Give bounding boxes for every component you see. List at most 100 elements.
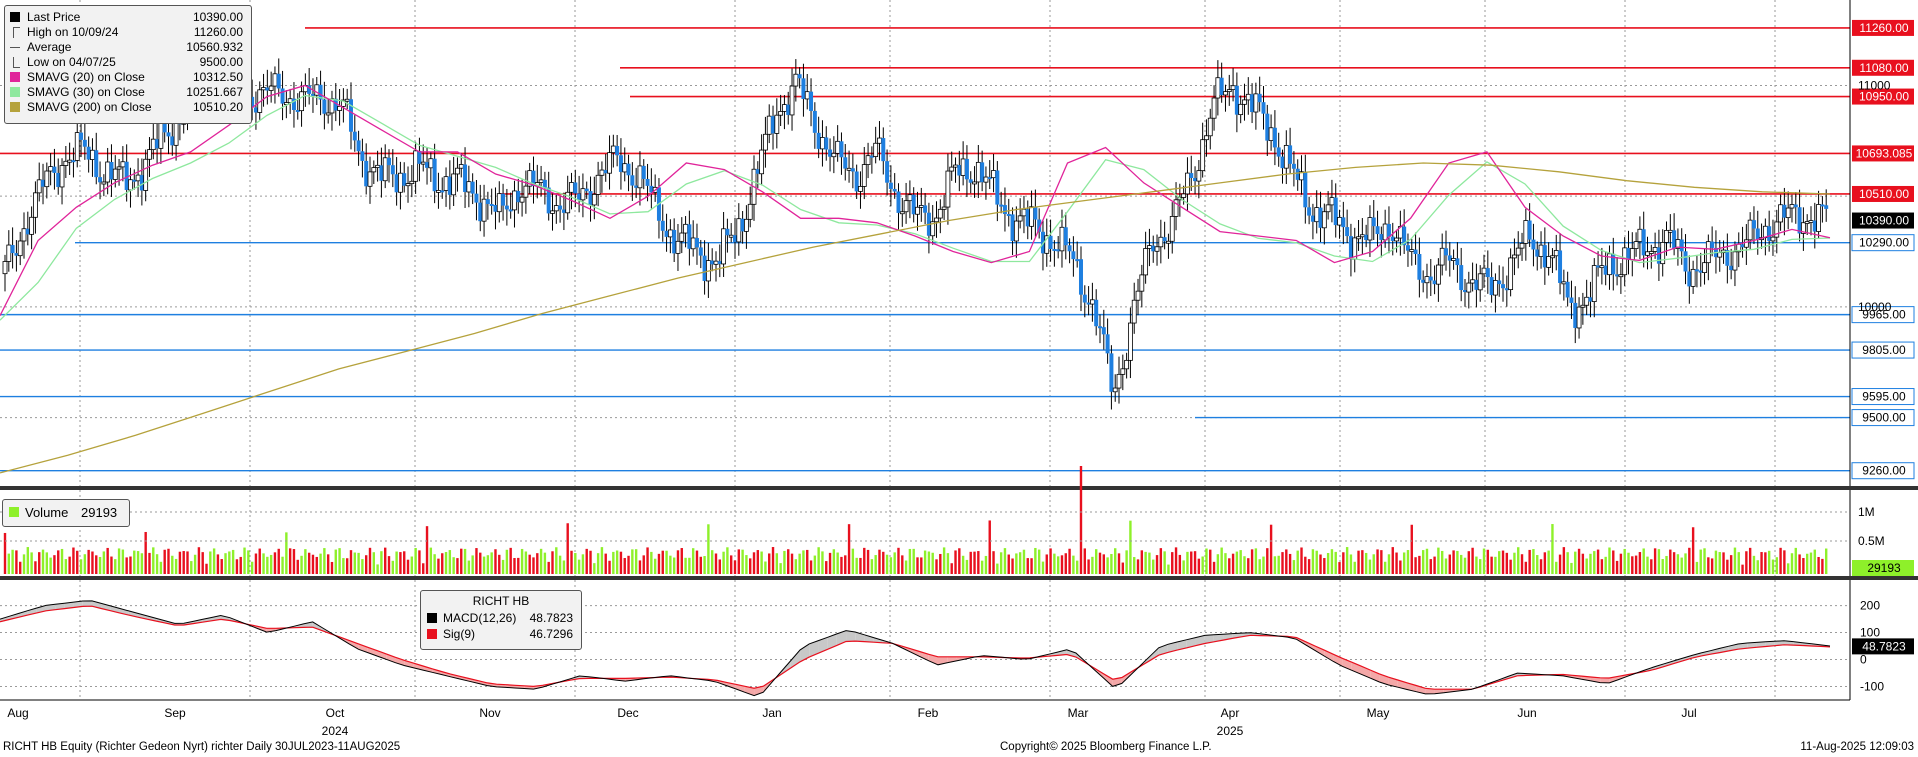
volume-bar-up — [1813, 549, 1816, 574]
volume-bar-up — [319, 553, 322, 574]
volume-bar-down — [403, 551, 406, 574]
volume-bar-down — [1060, 555, 1064, 574]
month-label: Sep — [164, 706, 186, 720]
volume-bar-up — [1555, 561, 1558, 574]
macd-fill — [1600, 677, 1610, 683]
olive-square-icon — [10, 102, 20, 112]
candle-body-up — [340, 99, 346, 107]
candle-body-down — [98, 177, 103, 183]
volume-bar-up — [908, 548, 912, 574]
volume-bar-up — [836, 552, 839, 574]
macd-legend-label: MACD(12,26) — [443, 611, 517, 625]
volume-bar-up — [1406, 550, 1410, 574]
macd-last-tag — [1852, 638, 1914, 655]
volume-bar-down — [661, 550, 664, 574]
candle-body-down — [964, 158, 969, 180]
volume-bar-up — [889, 557, 893, 574]
candle-body-down — [516, 190, 521, 203]
volume-bar-down — [1433, 556, 1436, 574]
volume-bar-down — [809, 560, 813, 574]
volume-bar-down — [1764, 552, 1767, 574]
volume-bar-up — [1224, 553, 1227, 574]
macd-fill — [1103, 673, 1113, 687]
footer-copyright: Copyright© 2025 Bloomberg Finance L.P. — [1000, 741, 1212, 753]
volume-bar-up — [60, 548, 64, 574]
candle-body-up — [1181, 193, 1187, 198]
candle-body-up — [1633, 241, 1639, 250]
volume-bar-up — [775, 553, 779, 574]
volume-bar-down — [1631, 556, 1634, 574]
legend-value: 10510.20 — [192, 100, 243, 114]
volume-bar-down — [847, 524, 851, 574]
macd-fill — [450, 674, 460, 679]
volume-bar-down — [406, 559, 410, 574]
candle-body-down — [577, 193, 582, 200]
candle-body-up — [667, 229, 673, 238]
volume-bar-down — [1304, 556, 1307, 574]
macd-fill — [1508, 673, 1518, 679]
lightgreen-square-icon — [10, 87, 20, 97]
volume-bar-down — [627, 555, 630, 574]
candle-body-up — [1356, 236, 1361, 240]
volume-bar-up — [1456, 550, 1459, 574]
candle-body-down — [356, 140, 361, 152]
volume-bar-down — [1266, 548, 1269, 574]
candle-body-up — [1546, 256, 1552, 268]
volume-bar-up — [1444, 558, 1448, 574]
legend-row-sma200: SMAVG (200) on Close 10510.20 — [5, 100, 251, 115]
volume-bar-up — [672, 557, 676, 574]
candle-body-down — [664, 230, 669, 237]
candle-body-down — [1341, 217, 1346, 228]
candle-body-up — [1173, 199, 1179, 217]
candle-body-down — [1318, 207, 1323, 228]
volume-bar-down — [528, 554, 531, 574]
volume-bar-down — [1650, 559, 1653, 574]
volume-bar-down — [1045, 554, 1048, 574]
volume-bar-down — [1190, 551, 1193, 574]
candle-body-up — [272, 73, 278, 87]
volume-bar-up — [1296, 550, 1299, 574]
volume-bar-down — [326, 554, 330, 574]
macd-fill — [790, 649, 801, 668]
candle-body-up — [344, 98, 350, 102]
candle-body-up — [1329, 197, 1335, 206]
volume-bar-down — [1068, 548, 1071, 574]
macd-fill — [367, 647, 378, 656]
candle-body-down — [839, 141, 844, 158]
candle-body-up — [1207, 117, 1213, 137]
candle-body-up — [455, 167, 460, 175]
candle-body-down — [573, 182, 578, 194]
volume-bar-up — [1254, 548, 1258, 574]
candle-body-down — [1098, 326, 1102, 329]
candle-body-down — [911, 194, 916, 215]
candle-body-up — [436, 190, 441, 193]
macd-tick-label: 0 — [1860, 653, 1867, 667]
volume-bar-down — [752, 552, 756, 574]
volume-bar-up — [1809, 552, 1813, 574]
candle-body-down — [1348, 236, 1353, 260]
candle-body-down — [641, 165, 646, 179]
volume-bar-down — [1612, 550, 1615, 574]
macd-fill — [1756, 641, 1766, 648]
support-level-tag — [1851, 306, 1915, 324]
candle-body-up — [458, 164, 464, 169]
candle-body-up — [1013, 220, 1019, 242]
volume-bar-down — [345, 558, 349, 574]
volume-bar-up — [1326, 553, 1330, 574]
candle-body-down — [843, 157, 848, 169]
candle-body-down — [1569, 297, 1574, 303]
candle-body-up — [599, 169, 605, 176]
volume-bar-up — [243, 547, 246, 574]
volume-bar-up — [190, 561, 193, 574]
candle-body-up — [1223, 91, 1228, 96]
volume-bar-down — [34, 561, 37, 574]
candle-body-up — [1029, 206, 1034, 227]
legend-label: SMAVG (30) on Close — [27, 85, 145, 99]
candle-body-up — [953, 164, 958, 168]
volume-legend-label: Volume — [25, 505, 69, 520]
volume-bar-down — [197, 547, 201, 574]
volume-bar-up — [1475, 556, 1478, 574]
candle-body-up — [1645, 251, 1650, 256]
legend-row-average: Average 10560.932 — [5, 40, 251, 55]
candle-body-up — [428, 158, 434, 169]
